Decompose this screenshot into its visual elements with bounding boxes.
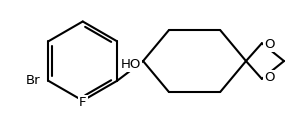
- Text: HO: HO: [121, 58, 141, 71]
- Text: O: O: [264, 38, 274, 51]
- Text: O: O: [264, 71, 274, 84]
- Text: Br: Br: [26, 74, 41, 87]
- Text: F: F: [79, 95, 87, 109]
